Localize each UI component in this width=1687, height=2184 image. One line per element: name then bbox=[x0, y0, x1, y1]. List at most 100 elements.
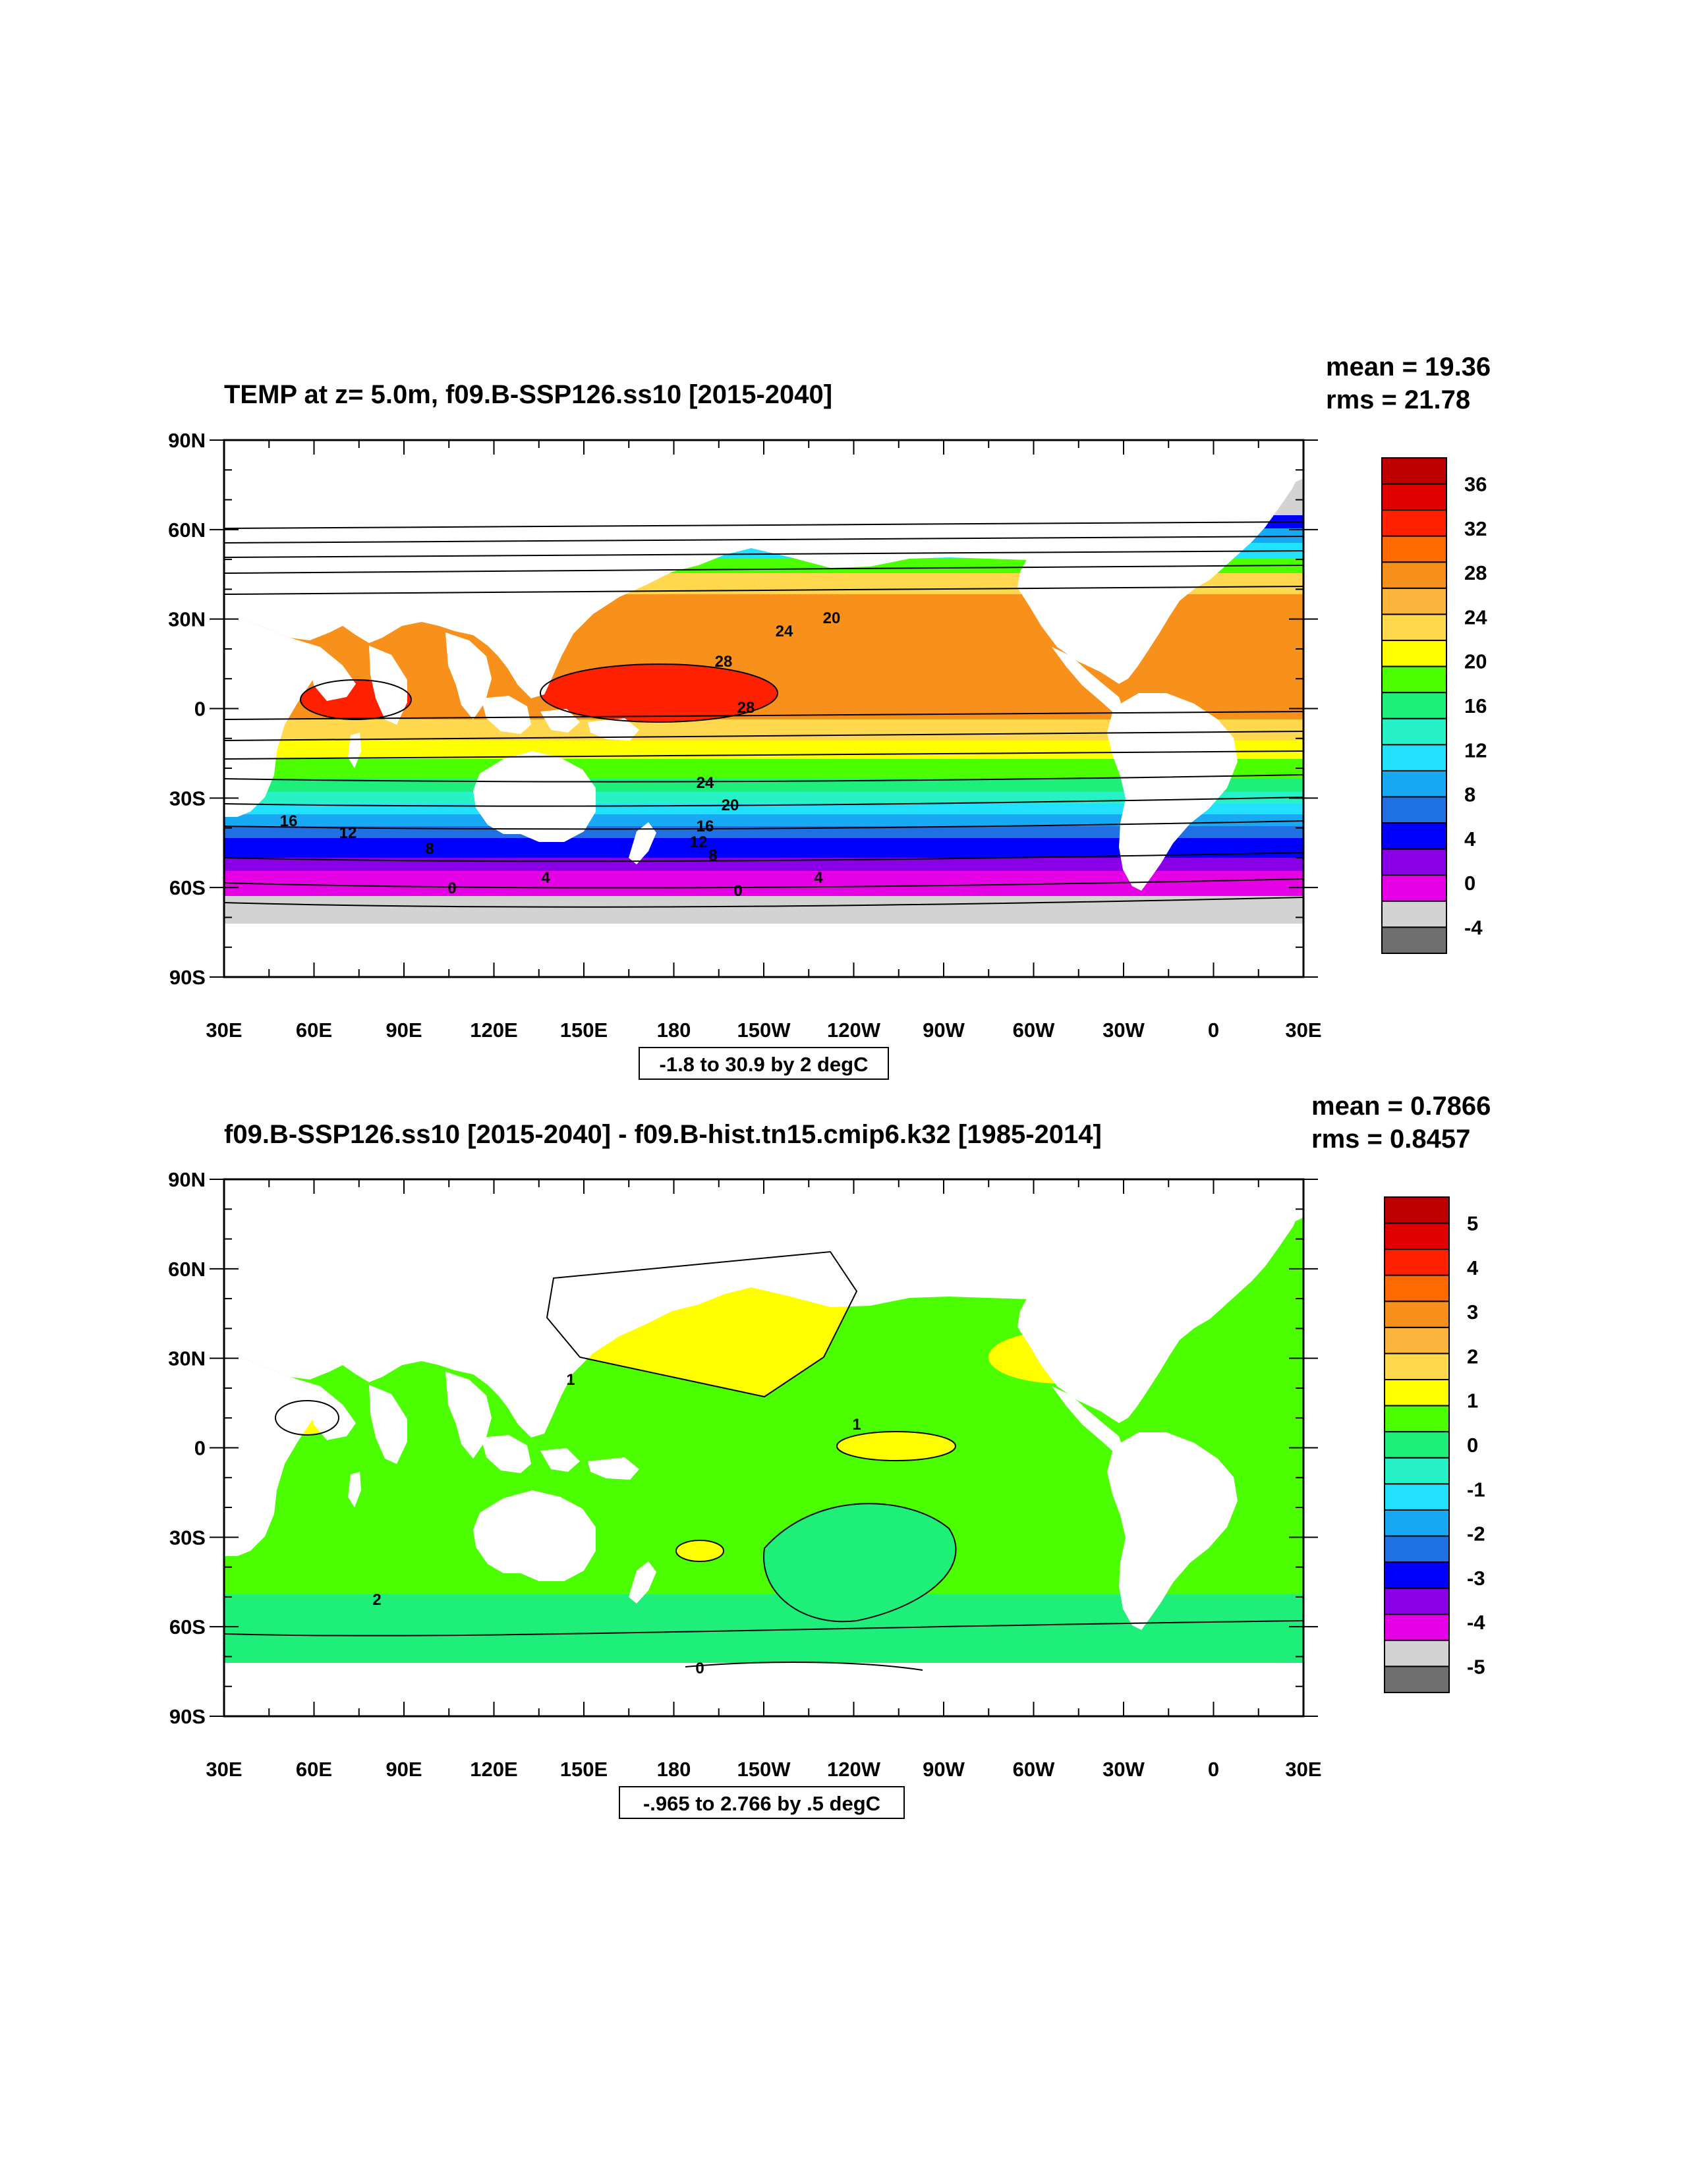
y-tick-label: 0 bbox=[194, 1437, 206, 1460]
colorbar-box bbox=[1384, 1509, 1450, 1537]
x-tick-label: 90E bbox=[386, 1019, 422, 1042]
x-tick-label: 150W bbox=[737, 1758, 791, 1781]
y-tick-label: 60S bbox=[169, 1615, 206, 1638]
x-tick-label: 30E bbox=[1285, 1758, 1321, 1781]
x-tick-label: 120W bbox=[827, 1019, 881, 1042]
panel-2-contour-info: -.965 to 2.766 by .5 degC bbox=[643, 1792, 880, 1815]
x-tick-label: 60W bbox=[1013, 1758, 1055, 1781]
x-tick-label: 150E bbox=[560, 1019, 608, 1042]
colorbar-box bbox=[1381, 717, 1447, 746]
contour-label: 24 bbox=[697, 774, 714, 792]
colorbar-box bbox=[1381, 692, 1447, 719]
colorbar-label: 2 bbox=[1467, 1345, 1478, 1368]
contour-label: 0 bbox=[447, 880, 456, 897]
contour-label: 16 bbox=[697, 818, 714, 835]
panel-1-mean: mean = 19.36 bbox=[1326, 352, 1491, 381]
colorbar-box bbox=[1384, 1274, 1450, 1302]
contour-label: 2 bbox=[372, 1591, 381, 1609]
diff-patch-eq bbox=[837, 1432, 956, 1461]
x-tick-label: 60E bbox=[296, 1019, 332, 1042]
x-tick-label: 60E bbox=[296, 1758, 332, 1781]
contour-label: 8 bbox=[708, 847, 717, 864]
y-tick-label: 30N bbox=[168, 1347, 206, 1370]
colorbar-box bbox=[1381, 640, 1447, 667]
contour-label: 0 bbox=[733, 882, 742, 900]
y-tick-label: 0 bbox=[194, 698, 206, 721]
colorbar-box bbox=[1384, 1561, 1450, 1589]
colorbar-label: -4 bbox=[1467, 1611, 1485, 1634]
colorbar-box bbox=[1381, 535, 1447, 563]
x-tick-label: 180 bbox=[657, 1758, 691, 1781]
x-tick-label: 30E bbox=[206, 1758, 242, 1781]
colorbar-box bbox=[1381, 561, 1447, 589]
x-tick-label: 180 bbox=[657, 1019, 691, 1042]
colorbar-label: 0 bbox=[1464, 872, 1475, 895]
colorbar-label: 0 bbox=[1467, 1434, 1478, 1457]
contour-label: 20 bbox=[722, 797, 739, 814]
colorbar-box bbox=[1381, 900, 1447, 928]
x-tick-label: 30W bbox=[1102, 1758, 1145, 1781]
colorbar-box bbox=[1381, 796, 1447, 824]
colorbar-label: 24 bbox=[1464, 605, 1487, 629]
y-tick-label: 60N bbox=[168, 518, 206, 542]
y-tick-label: 90S bbox=[169, 966, 206, 989]
colorbar-label: 28 bbox=[1464, 561, 1487, 584]
colorbar-box bbox=[1384, 1379, 1450, 1407]
colorbar-label: 8 bbox=[1464, 783, 1475, 806]
colorbar-box bbox=[1381, 874, 1447, 902]
panel-1-colorbar: 36 32 28 24 20 16 12 8 4 0 -4 bbox=[1381, 457, 1487, 954]
contour-label: 4 bbox=[814, 869, 823, 887]
colorbar-box bbox=[1384, 1535, 1450, 1563]
sst-band-2 bbox=[224, 856, 1303, 871]
x-tick-label: 150W bbox=[737, 1019, 791, 1042]
panel-2-contour-label-layer: 1 1 0 2 bbox=[372, 1371, 861, 1677]
colorbar-box bbox=[1384, 1326, 1450, 1355]
y-tick-label: 90S bbox=[169, 1705, 206, 1728]
colorbar-box bbox=[1384, 1613, 1450, 1641]
contour-label: 28 bbox=[715, 653, 733, 671]
colorbar-box bbox=[1384, 1405, 1450, 1433]
x-tick-label: 0 bbox=[1208, 1758, 1219, 1781]
panel-2-rms: rms = 0.8457 bbox=[1311, 1125, 1470, 1154]
x-tick-label: 120W bbox=[827, 1758, 881, 1781]
x-tick-label: 90E bbox=[386, 1758, 422, 1781]
colorbar-box bbox=[1381, 770, 1447, 798]
colorbar-label: 12 bbox=[1464, 739, 1487, 762]
panel-1-axis-ticks: 30E 60E 90E 120E 150E 180 150W 120W 90W 60W 30W 0 30… bbox=[168, 429, 1321, 1042]
x-tick-label: 30W bbox=[1102, 1019, 1145, 1042]
contour-label: 24 bbox=[776, 623, 793, 640]
x-tick-label: 30E bbox=[1285, 1019, 1321, 1042]
panel-1-contour-info-box: -1.8 to 30.9 by 2 degC bbox=[639, 1047, 889, 1080]
x-tick-label: 60W bbox=[1013, 1019, 1055, 1042]
x-tick-label: 120E bbox=[470, 1758, 517, 1781]
colorbar-box bbox=[1384, 1457, 1450, 1485]
x-tick-label: 90W bbox=[923, 1019, 965, 1042]
colorbar-box bbox=[1384, 1353, 1450, 1381]
diff-pacific-south bbox=[764, 1503, 956, 1622]
colorbar-label: -4 bbox=[1464, 916, 1483, 939]
colorbar-label: -3 bbox=[1467, 1567, 1485, 1590]
colorbar-box bbox=[1384, 1222, 1450, 1250]
diff-contours bbox=[224, 1250, 1303, 1671]
panel-2: f09.B-SSP126.ss10 [2015-2040] - f09.B-hi… bbox=[168, 1092, 1491, 1819]
x-tick-label: 150E bbox=[560, 1758, 608, 1781]
colorbar-label: 20 bbox=[1464, 650, 1487, 673]
colorbar-box bbox=[1381, 483, 1447, 511]
x-tick-label: 30E bbox=[206, 1019, 242, 1042]
y-tick-label: 60S bbox=[169, 876, 206, 899]
x-tick-label: 0 bbox=[1208, 1019, 1219, 1042]
panel-1: TEMP at z= 5.0m, f09.B-SSP126.ss10 [2015… bbox=[168, 352, 1491, 1080]
contour-label: 4 bbox=[541, 869, 550, 887]
x-tick-label: 90W bbox=[923, 1758, 965, 1781]
contour-label: 8 bbox=[425, 840, 434, 858]
y-tick-label: 90N bbox=[168, 1168, 206, 1191]
panel-2-axis-ticks: 30E 60E 90E 120E 150E 180 150W 120W 90W 60W 30W 0 30… bbox=[168, 1168, 1321, 1781]
panel-1-contour-info: -1.8 to 30.9 by 2 degC bbox=[660, 1053, 869, 1076]
diff-patch-south bbox=[676, 1540, 724, 1561]
panel-1-rms: rms = 21.78 bbox=[1326, 385, 1470, 414]
y-tick-label: 60N bbox=[168, 1258, 206, 1281]
contour-label: 16 bbox=[280, 812, 298, 830]
panel-1-title: TEMP at z= 5.0m, f09.B-SSP126.ss10 [2015… bbox=[224, 380, 832, 409]
